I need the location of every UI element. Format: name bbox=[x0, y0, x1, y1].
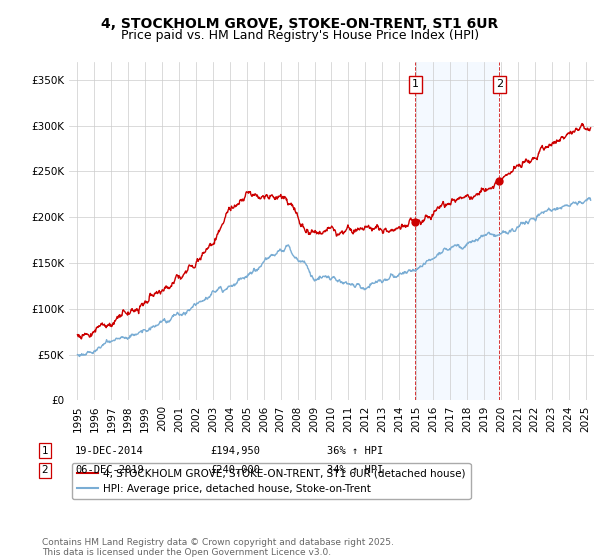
Text: Price paid vs. HM Land Registry's House Price Index (HPI): Price paid vs. HM Land Registry's House … bbox=[121, 29, 479, 42]
Text: 36% ↑ HPI: 36% ↑ HPI bbox=[327, 446, 383, 456]
Text: 2: 2 bbox=[41, 465, 49, 475]
Text: 1: 1 bbox=[412, 80, 419, 90]
Text: 2: 2 bbox=[496, 80, 503, 90]
Text: 19-DEC-2014: 19-DEC-2014 bbox=[75, 446, 144, 456]
Text: 4, STOCKHOLM GROVE, STOKE-ON-TRENT, ST1 6UR: 4, STOCKHOLM GROVE, STOKE-ON-TRENT, ST1 … bbox=[101, 17, 499, 31]
Legend: 4, STOCKHOLM GROVE, STOKE-ON-TRENT, ST1 6UR (detached house), HPI: Average price: 4, STOCKHOLM GROVE, STOKE-ON-TRENT, ST1 … bbox=[71, 463, 470, 499]
Text: 06-DEC-2019: 06-DEC-2019 bbox=[75, 465, 144, 475]
Text: £240,000: £240,000 bbox=[210, 465, 260, 475]
Text: 34% ↑ HPI: 34% ↑ HPI bbox=[327, 465, 383, 475]
Text: 1: 1 bbox=[41, 446, 49, 456]
Text: £194,950: £194,950 bbox=[210, 446, 260, 456]
Bar bbox=[415, 62, 499, 400]
Text: Contains HM Land Registry data © Crown copyright and database right 2025.
This d: Contains HM Land Registry data © Crown c… bbox=[42, 538, 394, 557]
